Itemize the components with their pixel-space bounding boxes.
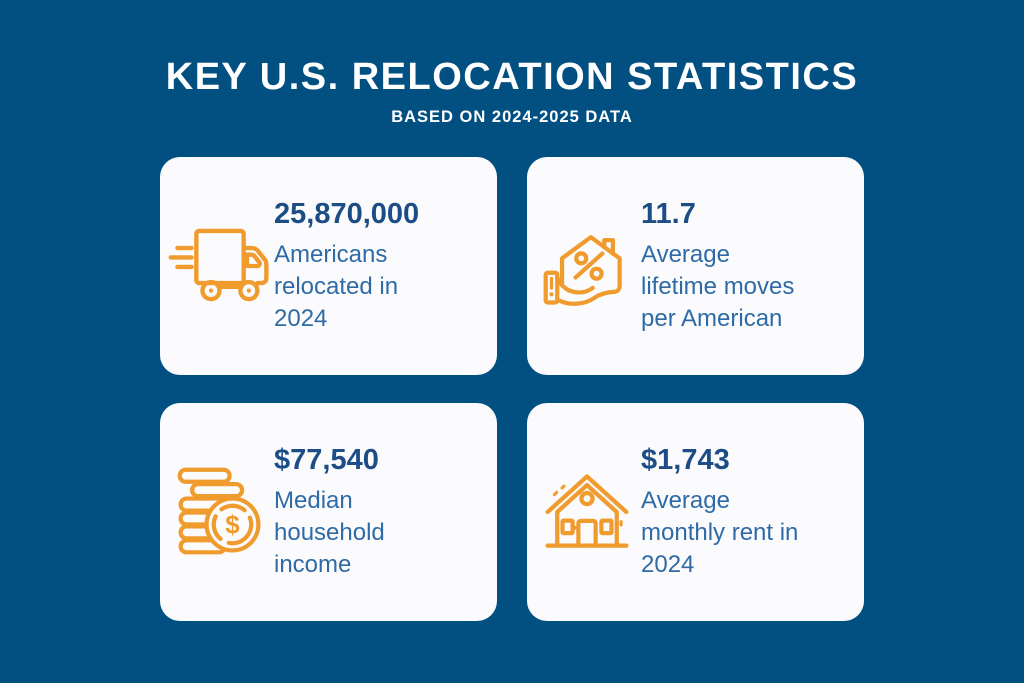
coins-stack-icon: $ <box>166 464 274 560</box>
stats-grid: 25,870,000 Americans relocated in 2024 <box>160 157 864 621</box>
delivery-truck-icon <box>166 222 274 310</box>
stat-text: 25,870,000 Americans relocated in 2024 <box>274 197 487 335</box>
stat-value: 11.7 <box>641 198 696 230</box>
stat-label: Americans relocated in 2024 <box>274 241 399 332</box>
stat-card-median-income: $ $77,540 Median household income <box>160 403 497 621</box>
stat-card-relocations: 25,870,000 Americans relocated in 2024 <box>160 157 497 375</box>
stat-label: Average lifetime moves per American <box>641 241 795 332</box>
stat-value: 25,870,000 <box>274 198 420 230</box>
stat-value: $77,540 <box>274 444 379 476</box>
stat-label: Median household income <box>274 487 385 578</box>
page-title: KEY U.S. RELOCATION STATISTICS <box>165 56 859 98</box>
header: KEY U.S. RELOCATION STATISTICS BASED ON … <box>0 56 1024 127</box>
house-icon <box>533 464 641 560</box>
stat-card-monthly-rent: $1,743 Average monthly rent in 2024 <box>527 403 864 621</box>
stat-label: Average monthly rent in 2024 <box>641 487 799 578</box>
stat-text: 11.7 Average lifetime moves per American <box>641 197 854 335</box>
stat-text: $1,743 Average monthly rent in 2024 <box>641 443 854 581</box>
house-percent-hand-icon <box>533 218 641 314</box>
page-subtitle: BASED ON 2024-2025 DATA <box>391 108 633 126</box>
stat-text: $77,540 Median household income <box>274 443 487 581</box>
stat-card-lifetime-moves: 11.7 Average lifetime moves per American <box>527 157 864 375</box>
svg-text:$: $ <box>225 512 240 540</box>
stat-value: $1,743 <box>641 444 730 476</box>
